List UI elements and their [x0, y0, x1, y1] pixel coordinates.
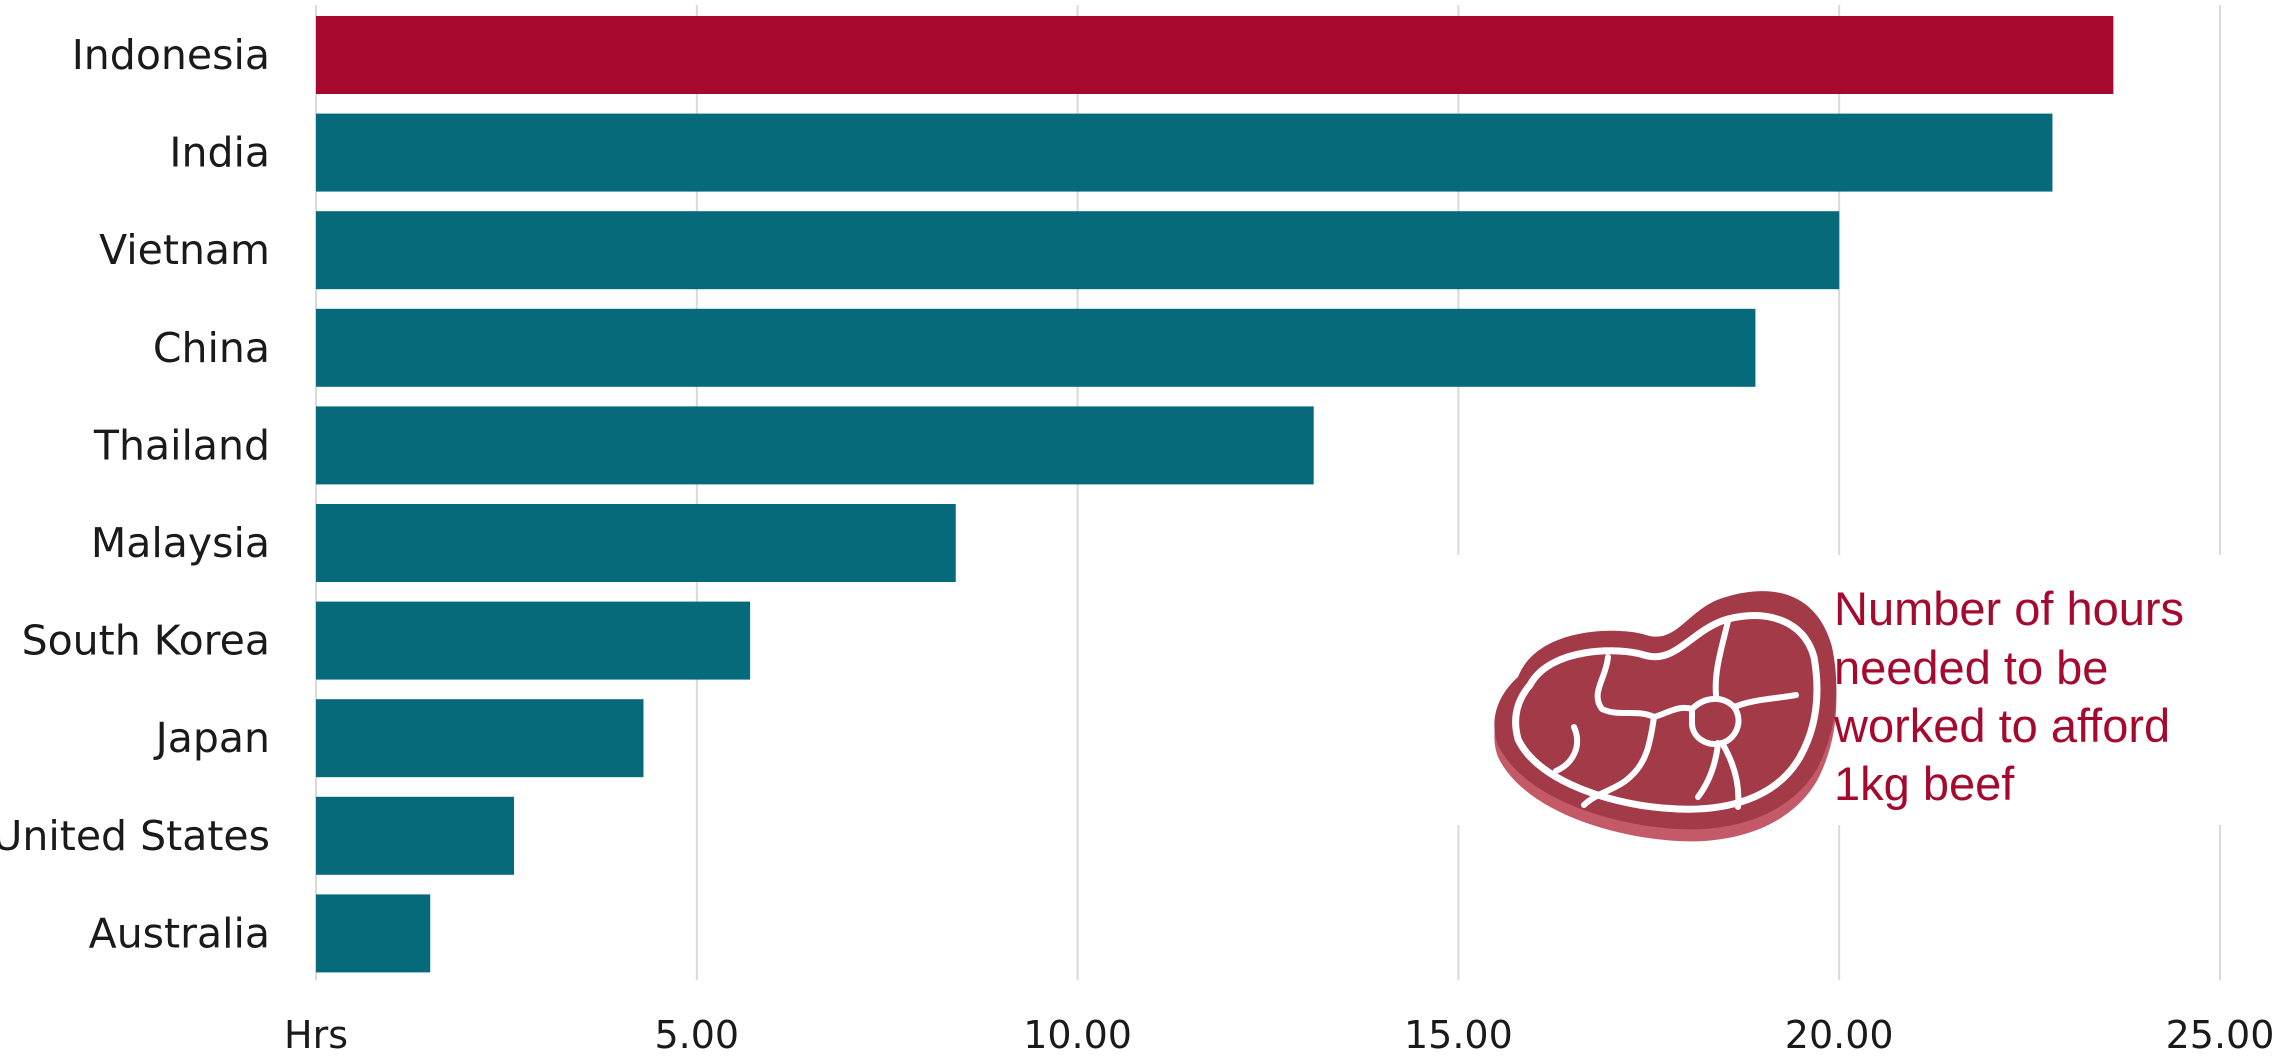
bar-china: [316, 308, 1756, 387]
x-tick-label-0: Hrs: [284, 1013, 348, 1057]
x-tick-label-20: 20.00: [1785, 1013, 1894, 1057]
bar-japan: [316, 699, 644, 778]
annotation-line-3: worked to afford: [1833, 699, 2170, 752]
bar-thailand: [316, 406, 1314, 485]
annotation: Number of hours needed to be worked to a…: [1455, 555, 2285, 842]
category-label-australia: Australia: [89, 909, 270, 957]
category-label-china: China: [153, 324, 270, 372]
steak-marbling: [1553, 618, 1799, 810]
category-labels: Indonesia India Vietnam China Thailand Malays…: [0, 31, 270, 957]
category-label-malaysia: Malaysia: [91, 519, 270, 567]
bar-malaysia: [316, 504, 956, 582]
annotation-line-4: 1kg beef: [1834, 757, 2015, 810]
x-axis-tick-labels: Hrs 5.00 10.00 15.00 20.00 25.00: [284, 1013, 2274, 1057]
category-label-united-states: United States: [0, 812, 270, 860]
category-label-india: India: [169, 129, 270, 177]
category-label-south-korea: South Korea: [22, 617, 270, 665]
steak-icon: [1494, 591, 1837, 842]
bar-indonesia: [316, 16, 2114, 94]
x-tick-label-10: 10.00: [1023, 1013, 1132, 1057]
bar-india: [316, 113, 2053, 192]
bar-south-korea: [316, 601, 751, 680]
annotation-line-1: Number of hours: [1834, 582, 2184, 635]
category-label-indonesia: Indonesia: [72, 31, 270, 79]
steak-rim: [1512, 612, 1821, 813]
x-tick-label-15: 15.00: [1404, 1013, 1513, 1057]
annotation-text: Number of hours needed to be worked to a…: [1833, 582, 2197, 810]
category-label-vietnam: Vietnam: [99, 226, 270, 274]
category-label-japan: Japan: [153, 714, 270, 762]
bar-united-states: [316, 796, 515, 875]
bar-australia: [316, 894, 431, 973]
bar-vietnam: [316, 211, 1840, 290]
annotation-line-2: needed to be: [1834, 641, 2108, 694]
x-tick-label-25: 25.00: [2166, 1013, 2275, 1057]
x-tick-label-5: 5.00: [654, 1013, 739, 1057]
category-label-thailand: Thailand: [93, 421, 270, 469]
bars: [316, 16, 2114, 973]
